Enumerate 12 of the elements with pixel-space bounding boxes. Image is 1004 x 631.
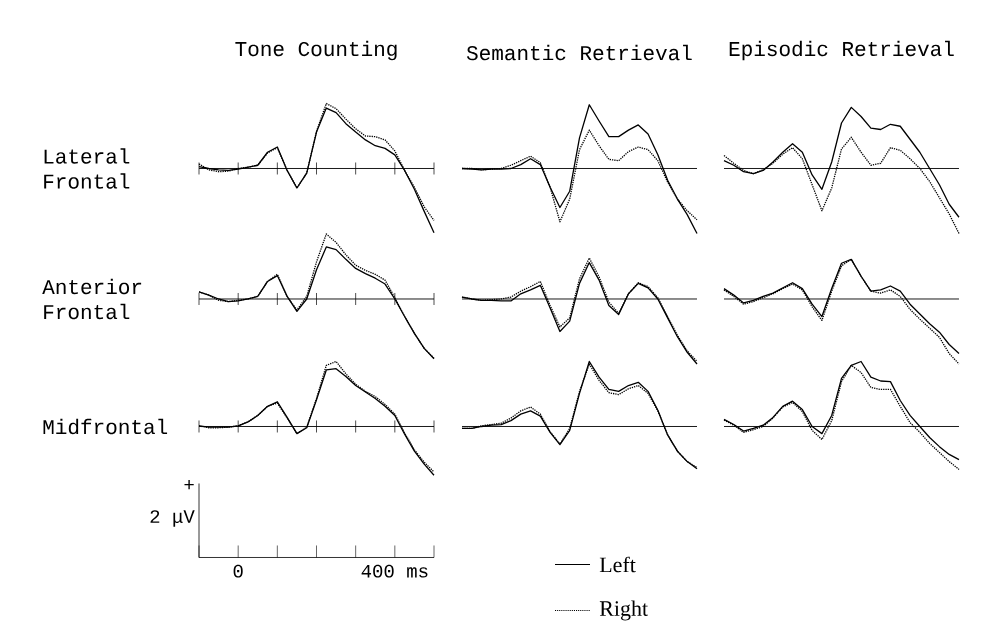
- legend-label: Right: [599, 600, 648, 621]
- chart-title: Semantic Retrieval: [466, 44, 692, 61]
- legend-label: Left: [599, 556, 636, 573]
- y-axis-title: Midfrontal: [43, 418, 168, 435]
- text: +: [184, 480, 194, 490]
- y-axis-title: Lateral Frontal: [44, 148, 130, 189]
- chart-title: Tone Counting: [235, 40, 397, 61]
- y-axis-title: Anterior Frontal: [42, 278, 142, 320]
- chart-title: Episodic Retrieval: [729, 40, 954, 61]
- text: 2 μV: [150, 510, 195, 527]
- x-tick-label: 400 ms: [361, 564, 428, 578]
- x-tick-label: 0: [233, 564, 243, 578]
